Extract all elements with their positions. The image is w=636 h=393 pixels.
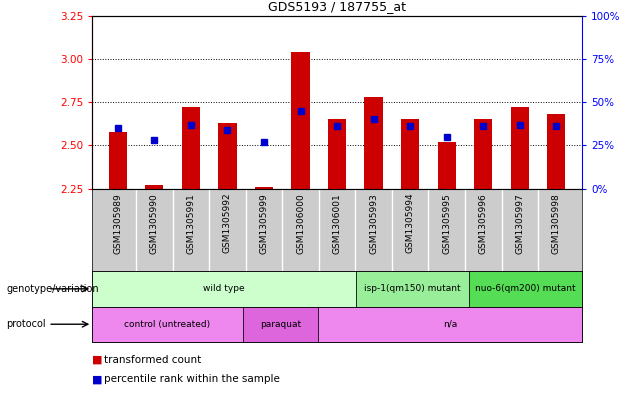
Text: GSM1305998: GSM1305998	[552, 193, 561, 253]
Bar	[547, 114, 565, 189]
Bar	[145, 185, 163, 189]
Text: GSM1305997: GSM1305997	[515, 193, 524, 253]
Bar	[92, 307, 243, 342]
Text: GSM1305999: GSM1305999	[259, 193, 268, 253]
Text: GSM1305996: GSM1305996	[479, 193, 488, 253]
Bar	[291, 52, 310, 189]
Bar	[218, 123, 237, 189]
Title: GDS5193 / 187755_at: GDS5193 / 187755_at	[268, 0, 406, 13]
Text: GSM1306000: GSM1306000	[296, 193, 305, 253]
Text: percentile rank within the sample: percentile rank within the sample	[104, 374, 280, 384]
Text: ■: ■	[92, 354, 103, 365]
Text: GSM1305995: GSM1305995	[442, 193, 451, 253]
Bar	[401, 119, 419, 189]
Bar	[109, 132, 127, 189]
Text: paraquat: paraquat	[260, 320, 301, 329]
Text: GSM1306001: GSM1306001	[333, 193, 342, 253]
Text: GSM1305989: GSM1305989	[113, 193, 122, 253]
Text: nuo-6(qm200) mutant: nuo-6(qm200) mutant	[475, 285, 576, 293]
Bar	[469, 271, 582, 307]
Bar	[356, 271, 469, 307]
Text: ■: ■	[92, 374, 103, 384]
Bar	[364, 97, 383, 189]
Bar	[511, 107, 529, 189]
Text: GSM1305990: GSM1305990	[150, 193, 159, 253]
Bar	[255, 187, 273, 189]
Text: wild type: wild type	[204, 285, 245, 293]
Bar	[318, 307, 582, 342]
Text: GSM1305992: GSM1305992	[223, 193, 232, 253]
Text: isp-1(qm150) mutant: isp-1(qm150) mutant	[364, 285, 460, 293]
Bar	[243, 307, 318, 342]
Text: control (untreated): control (untreated)	[125, 320, 211, 329]
Bar	[92, 271, 356, 307]
Bar	[182, 107, 200, 189]
Text: GSM1305993: GSM1305993	[369, 193, 378, 253]
Text: transformed count: transformed count	[104, 354, 201, 365]
Text: genotype/variation: genotype/variation	[6, 284, 99, 294]
Text: GSM1305991: GSM1305991	[186, 193, 195, 253]
Bar	[328, 119, 346, 189]
Text: n/a: n/a	[443, 320, 457, 329]
Text: GSM1305994: GSM1305994	[406, 193, 415, 253]
Bar	[474, 119, 492, 189]
Bar	[438, 142, 456, 189]
Text: protocol: protocol	[6, 319, 46, 329]
